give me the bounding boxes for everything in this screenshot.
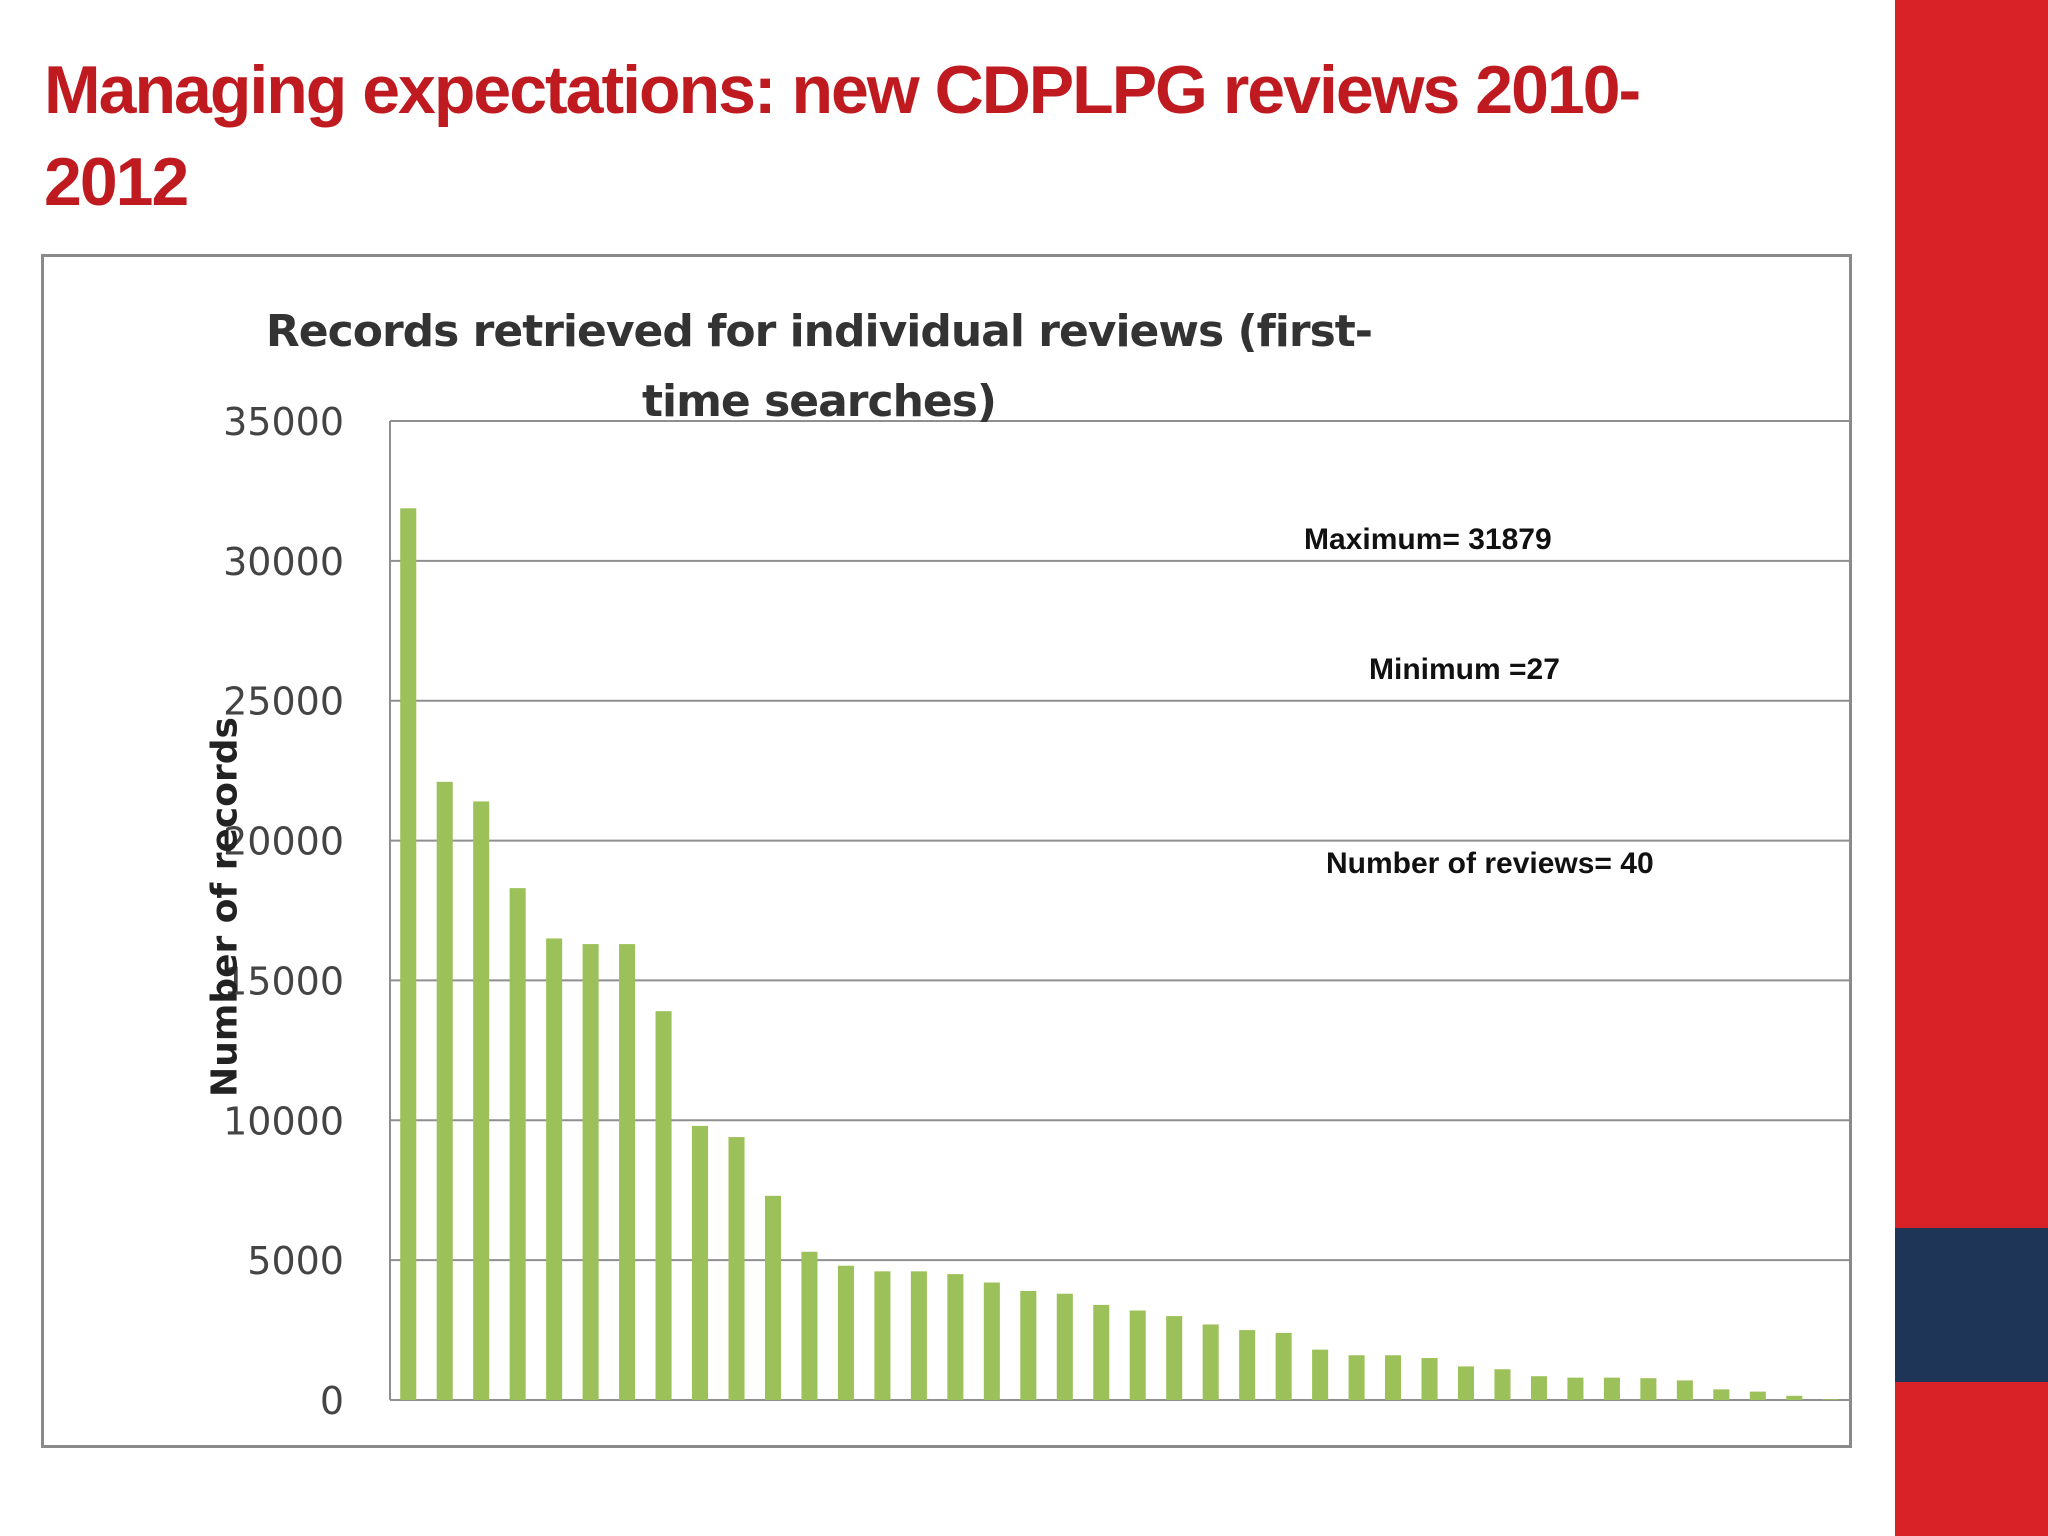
bar [1385, 1355, 1402, 1400]
side-band-navy [1895, 1228, 2048, 1382]
y-tick-label: 30000 [223, 540, 344, 584]
bar [1312, 1349, 1329, 1400]
bar [1166, 1316, 1183, 1400]
bar [1202, 1324, 1219, 1400]
slide-title: Managing expectations: new CDPLPG review… [44, 52, 1641, 220]
bar [1567, 1377, 1584, 1400]
bar [1749, 1391, 1766, 1400]
y-tick-label: 15000 [223, 959, 344, 1003]
bar [1822, 1399, 1839, 1400]
bar [1275, 1332, 1292, 1400]
bar [1530, 1376, 1547, 1400]
bar [910, 1271, 927, 1400]
bar [1603, 1377, 1620, 1400]
bar [1676, 1380, 1693, 1400]
bar [1457, 1366, 1475, 1400]
bar [619, 944, 636, 1400]
annotation-minimum: Minimum =27 [1369, 653, 1560, 686]
bar [1020, 1290, 1037, 1400]
y-tick-label: 35000 [223, 400, 344, 444]
bar [546, 938, 563, 1400]
bar [473, 801, 490, 1400]
bar [1348, 1355, 1365, 1400]
bar [655, 1011, 672, 1400]
bar [509, 888, 526, 1400]
bar [983, 1282, 1000, 1400]
bar [837, 1265, 854, 1400]
chart-title: Records retrieved for individual reviews… [265, 306, 1373, 427]
bar [1239, 1330, 1256, 1400]
bar [874, 1271, 891, 1400]
bar [801, 1251, 818, 1400]
bar [764, 1195, 782, 1400]
y-axis-label: Number of records [204, 717, 246, 1097]
bar [692, 1125, 709, 1400]
y-tick-label: 25000 [223, 680, 344, 724]
bar [1129, 1310, 1146, 1400]
annotation-review-count: Number of reviews= 40 [1326, 847, 1654, 880]
bar [582, 944, 599, 1400]
bar [1421, 1358, 1438, 1400]
bar [1093, 1304, 1110, 1400]
bar-chart: 0 5000 10000 15000 20000 25000 30000 35000 [223, 400, 1849, 1423]
bar [1056, 1293, 1073, 1400]
bar [1640, 1378, 1657, 1400]
bar [436, 781, 453, 1400]
bar [1713, 1389, 1730, 1400]
y-tick-label: 10000 [223, 1099, 344, 1143]
bar [400, 508, 417, 1400]
bar [1786, 1395, 1803, 1400]
annotation-maximum: Maximum= 31879 [1304, 523, 1552, 556]
bar [1494, 1369, 1511, 1400]
y-tick-label: 20000 [223, 820, 344, 864]
bar [947, 1274, 964, 1400]
y-tick-label: 5000 [247, 1239, 344, 1283]
chart-frame: 0 5000 10000 15000 20000 25000 30000 35000 Reco… [41, 254, 1852, 1448]
y-tick-label: 0 [320, 1379, 344, 1423]
bar [728, 1137, 745, 1400]
